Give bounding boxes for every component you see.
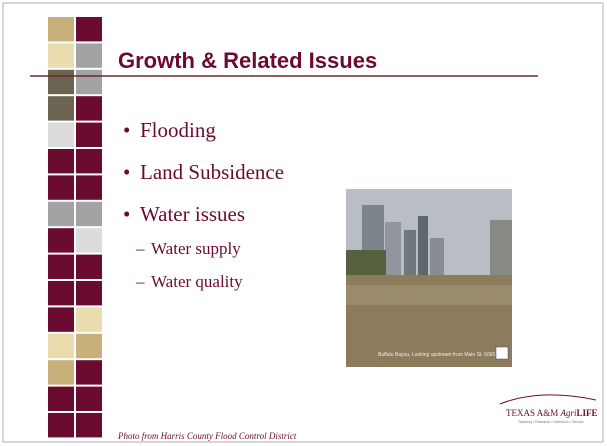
- square: [48, 43, 74, 67]
- logo-part: Agri: [560, 408, 578, 418]
- bullet-text: Water supply: [151, 239, 241, 258]
- photo-water: [346, 285, 512, 305]
- square: [48, 70, 74, 94]
- square: [48, 228, 74, 252]
- square: [76, 17, 102, 41]
- square: [76, 202, 102, 226]
- square: [76, 123, 102, 147]
- square: [76, 255, 102, 279]
- bullet-text: Land Subsidence: [140, 160, 284, 184]
- bullet-marker: •: [123, 202, 130, 226]
- photo-building: [418, 216, 428, 275]
- square: [76, 43, 102, 67]
- square: [76, 334, 102, 358]
- square: [76, 149, 102, 173]
- logo-part: LIFE: [577, 408, 598, 418]
- square: [76, 387, 102, 411]
- square: [48, 123, 74, 147]
- photo-building: [404, 230, 416, 275]
- square: [48, 281, 74, 305]
- bullet-text: Water quality: [151, 272, 243, 291]
- square: [48, 202, 74, 226]
- bullet-marker: •: [123, 160, 130, 184]
- square: [76, 228, 102, 252]
- square: [48, 307, 74, 331]
- square: [48, 149, 74, 173]
- square: [48, 360, 74, 384]
- bullet-marker: –: [135, 239, 145, 258]
- square: [48, 413, 74, 437]
- square: [76, 175, 102, 199]
- logo-tagline: Teaching • Research • Extension • Servic…: [518, 420, 584, 424]
- square: [76, 96, 102, 120]
- bullet-marker: •: [123, 118, 130, 142]
- photo-credit: Photo from Harris County Flood Control D…: [117, 431, 297, 441]
- square: [76, 413, 102, 437]
- photo-building: [430, 238, 444, 275]
- photo-building: [385, 222, 401, 275]
- square: [48, 255, 74, 279]
- square: [48, 334, 74, 358]
- square: [48, 175, 74, 199]
- bullet-marker: –: [135, 272, 145, 291]
- bullet-text: Flooding: [140, 118, 216, 142]
- square: [76, 281, 102, 305]
- logo-text: TEXAS A&M AgriLIFE: [506, 408, 598, 418]
- slide: Growth & Related Issues • Flooding • Land S…: [0, 0, 607, 446]
- square: [48, 17, 74, 41]
- square: [76, 307, 102, 331]
- square: [76, 70, 102, 94]
- slide-title: Growth & Related Issues: [118, 48, 377, 73]
- photo: Buffalo Bayou, Looking upstream from Mai…: [346, 189, 512, 367]
- square: [48, 96, 74, 120]
- square: [48, 387, 74, 411]
- logo-part: TEXAS A&M: [506, 408, 558, 418]
- square: [76, 360, 102, 384]
- photo-caption: Buffalo Bayou, Looking upstream from Mai…: [378, 352, 498, 358]
- bullet-text: Water issues: [140, 202, 245, 226]
